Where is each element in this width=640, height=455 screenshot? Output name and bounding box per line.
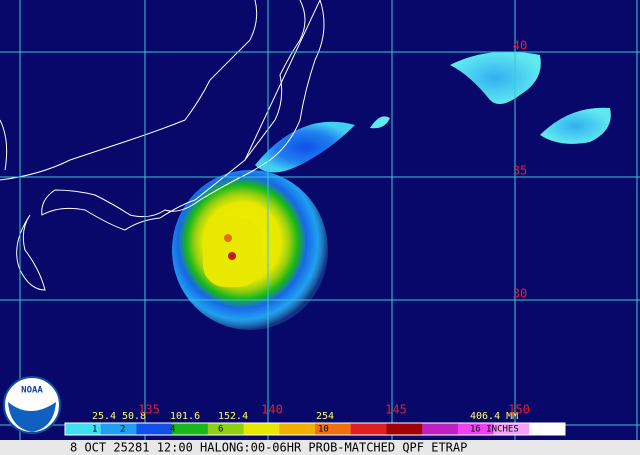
rain-max <box>228 252 236 260</box>
rain-area <box>450 51 541 104</box>
color-swatch <box>65 423 102 435</box>
color-swatch <box>315 423 352 435</box>
color-swatch <box>493 423 530 435</box>
caption-bar <box>0 440 640 455</box>
mm-label: 25.4 <box>92 411 116 422</box>
lat-label: 35 <box>513 164 527 178</box>
color-swatch <box>350 423 387 435</box>
lon-label: 145 <box>385 403 407 417</box>
rain-band <box>255 121 355 173</box>
mm-label: 406.4 MM <box>470 411 518 422</box>
lon-label: 140 <box>261 403 283 417</box>
color-swatch <box>386 423 423 435</box>
rain-area <box>540 107 611 144</box>
mm-label: 254 <box>316 411 334 422</box>
color-swatch <box>207 423 245 435</box>
caption: 8 OCT 25281 12:00 HALONG:00-06HR PROB-MA… <box>70 441 467 455</box>
inch-label: 4 <box>170 425 175 435</box>
colorbar: 25.4 50.8 101.6 152.4 254 406.4 MM 1 2 4 6 10 16 IN… <box>64 411 566 436</box>
mm-label: 101.6 <box>170 411 200 422</box>
inch-label: 16 INCHES <box>470 425 519 435</box>
color-swatch <box>422 423 459 435</box>
color-swatch <box>136 423 173 435</box>
coastline <box>0 0 258 181</box>
rain-area <box>370 116 390 129</box>
color-swatch <box>529 423 566 435</box>
rain-max <box>224 234 232 242</box>
graticule <box>0 0 640 440</box>
lon-label: 150 <box>508 403 530 417</box>
colorbar-frame <box>64 422 566 436</box>
logo-text: NOAA <box>21 386 43 396</box>
coastline <box>41 0 325 231</box>
coastline <box>16 214 46 291</box>
noaa-logo: NOAA <box>3 376 61 434</box>
inch-label: 6 <box>218 425 223 435</box>
lat-label: 40 <box>513 39 527 53</box>
color-swatch <box>279 423 316 435</box>
mm-label: 50.8 <box>122 411 146 422</box>
color-swatch <box>100 423 137 435</box>
inch-label: 1 <box>92 425 97 435</box>
coastline <box>0 119 8 171</box>
color-swatch <box>457 423 495 435</box>
logo-wave <box>8 402 56 432</box>
color-swatch <box>243 423 280 435</box>
inch-label: 2 <box>120 425 125 435</box>
lon-label: 135 <box>138 403 160 417</box>
lat-label: 30 <box>513 287 527 301</box>
color-swatch <box>172 423 209 435</box>
inch-label: 10 <box>318 425 329 435</box>
mm-label: 152.4 <box>218 411 248 422</box>
